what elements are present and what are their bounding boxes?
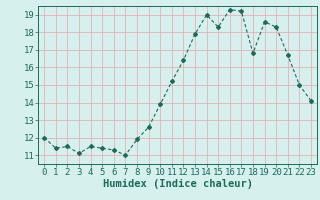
X-axis label: Humidex (Indice chaleur): Humidex (Indice chaleur)	[103, 179, 252, 189]
